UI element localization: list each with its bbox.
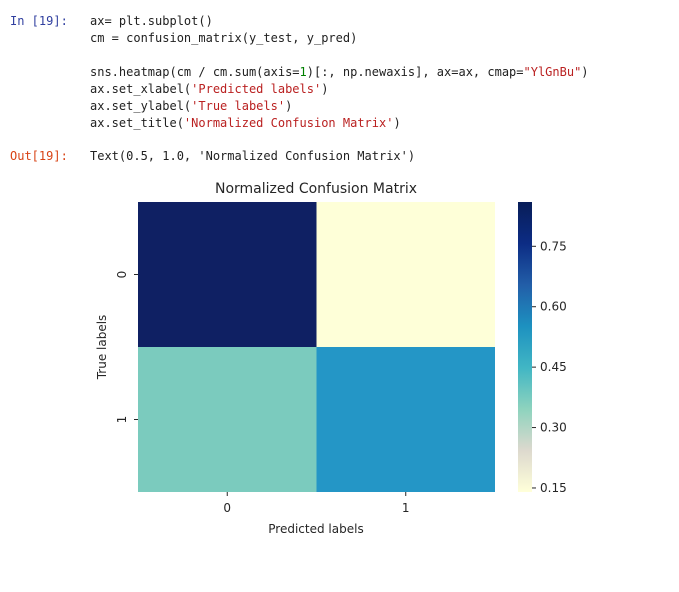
output-text: Text(0.5, 1.0, 'Normalized Confusion Mat…	[90, 149, 416, 163]
code-token: cm = confusion_matrix(y_test, y_pred)	[90, 31, 358, 45]
heatmap-cell-0-1	[316, 202, 495, 347]
heatmap-cell-1-1	[316, 347, 495, 492]
code-line: sns.heatmap(cm / cm.sum(axis=1)[:, np.ne…	[90, 64, 589, 81]
code-token: )	[285, 99, 293, 113]
output-prompt: Out[19]:	[10, 149, 68, 163]
x-tick-label: 0	[223, 501, 231, 515]
code-token: )	[393, 116, 401, 130]
y-tick-label: 1	[115, 416, 129, 424]
colorbar-tick-label: 0.60	[540, 300, 567, 314]
code-token: "YlGnBu"	[523, 65, 582, 79]
colorbar-tick-label: 0.75	[540, 239, 567, 253]
code-token: ax= plt.subplot()	[90, 14, 213, 28]
code-token: ax.set_title(	[90, 116, 184, 130]
colorbar-tick-label: 0.30	[540, 421, 567, 435]
code-token: 'Normalized Confusion Matrix'	[183, 116, 394, 130]
y-axis-label: True labels	[95, 315, 109, 381]
code-line: ax= plt.subplot()	[90, 13, 589, 30]
x-tick-label: 1	[402, 501, 410, 515]
colorbar-tick-label: 0.15	[540, 481, 567, 495]
code-token: )[:, np.newaxis], ax=ax, cmap=	[306, 65, 524, 79]
heatmap-cell-0-0	[138, 202, 317, 347]
x-axis-label: Predicted labels	[268, 522, 363, 536]
colorbar	[518, 202, 532, 492]
code-token: 1	[299, 65, 307, 79]
code-line: cm = confusion_matrix(y_test, y_pred)	[90, 30, 589, 47]
input-prompt: In [19]:	[10, 14, 68, 28]
code-token: 'True labels'	[191, 99, 286, 113]
code-line: ax.set_ylabel('True labels')	[90, 98, 589, 115]
code-line: ax.set_title('Normalized Confusion Matri…	[90, 115, 589, 132]
code-line: ax.set_xlabel('Predicted labels')	[90, 81, 589, 98]
y-tick-label: 0	[115, 271, 129, 279]
code-token: ax.set_ylabel(	[90, 99, 192, 113]
code-token: )	[581, 65, 589, 79]
code-token: )	[321, 82, 329, 96]
heatmap-cell-1-0	[138, 347, 317, 492]
code-cell-input[interactable]: ax= plt.subplot() cm = confusion_matrix(y…	[90, 13, 589, 132]
code-token: ax.set_xlabel(	[90, 82, 192, 96]
code-token: sns.heatmap(cm / cm.sum(axis=	[90, 65, 300, 79]
colorbar-tick-label: 0.45	[540, 360, 567, 374]
code-token: 'Predicted labels'	[191, 82, 322, 96]
chart-title: Normalized Confusion Matrix	[215, 181, 417, 197]
